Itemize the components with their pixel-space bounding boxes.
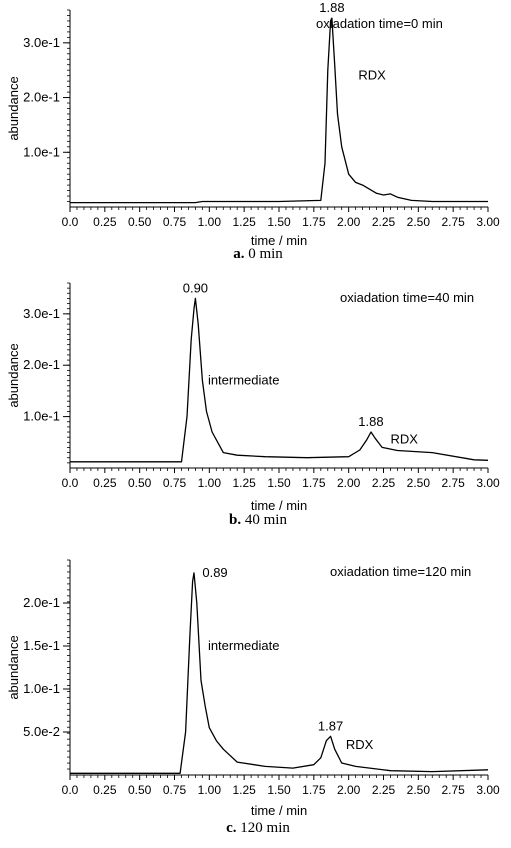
peak-label: RDX: [390, 432, 418, 447]
peak-label: 1.88: [358, 414, 383, 429]
x-tick-label: 1.50: [267, 476, 291, 490]
x-tick-label: 0.75: [163, 783, 187, 797]
x-tick-label: 0.0: [62, 783, 79, 797]
x-tick-label: 1.75: [302, 783, 326, 797]
x-tick-label: 1.25: [232, 783, 256, 797]
x-tick-label: 2.50: [407, 476, 431, 490]
x-tick-label: 0.0: [62, 476, 79, 490]
peak-label: 1.88: [319, 0, 344, 15]
x-tick-label: 2.25: [372, 215, 396, 229]
panel-caption-letter: b.: [229, 512, 245, 528]
chart-panel: 0.0 0.25 0.50 0.75 1.00 1.25 1.50 1.75 2.00 2.25 2…: [6, 280, 500, 528]
y-tick-label: 2.0e-1: [23, 595, 60, 610]
x-axis-label: time / min: [251, 233, 307, 248]
x-tick-label: 0.50: [128, 476, 152, 490]
chart-title: oxiadation time=120 min: [330, 564, 471, 579]
x-tick-label: 1.50: [267, 783, 291, 797]
panel-caption: b. 40 min: [229, 512, 287, 528]
panel-caption-letter: c.: [226, 820, 240, 836]
x-tick-label: 0.25: [93, 476, 117, 490]
peak-label: 0.89: [202, 565, 227, 580]
x-tick-label: 0.75: [163, 215, 187, 229]
panel-caption-text: 0 min: [248, 246, 283, 262]
x-tick-label: 2.00: [337, 476, 361, 490]
x-tick-label: 2.50: [407, 215, 431, 229]
x-tick-label: 1.00: [198, 215, 222, 229]
x-tick-label: 1.00: [198, 476, 222, 490]
panel-caption: a. 0 min: [233, 246, 283, 262]
peak-label: intermediate: [208, 373, 280, 388]
x-tick-label: 2.75: [441, 215, 465, 229]
chart-title: oxiadation time=40 min: [340, 290, 474, 305]
x-tick-label: 1.75: [302, 476, 326, 490]
x-tick-label: 2.00: [337, 215, 361, 229]
x-tick-label: 1.25: [232, 215, 256, 229]
y-tick-label: 1.5e-1: [23, 638, 60, 653]
panel-caption-text: 120 min: [240, 820, 290, 836]
peak-label: intermediate: [208, 638, 280, 653]
y-tick-label: 3.0e-1: [23, 35, 60, 50]
x-tick-label: 3.00: [476, 215, 500, 229]
x-tick-label: 1.50: [267, 215, 291, 229]
chromatogram-trace: [70, 297, 489, 463]
x-axis-label: time / min: [251, 803, 307, 818]
y-tick-label: 5.0e-2: [23, 724, 60, 739]
x-tick-label: 0.50: [128, 783, 152, 797]
peak-label: RDX: [346, 737, 374, 752]
x-tick-label: 0.25: [93, 215, 117, 229]
x-tick-label: 0.25: [93, 783, 117, 797]
chart-panel: 0.0 0.25 0.50 0.75 1.00 1.25 1.50 1.75 2.00 2.25 2…: [6, 559, 500, 836]
y-tick-label: 1.0e-1: [23, 144, 60, 159]
y-tick-label: 2.0e-1: [23, 90, 60, 105]
x-axis-label: time / min: [251, 498, 307, 513]
chromatogram-trace: [70, 17, 488, 204]
y-tick-label: 1.0e-1: [23, 681, 60, 696]
y-tick-label: 1.0e-1: [23, 409, 60, 424]
chart-panel: 0.0 0.25 0.50 0.75 1.00 1.25 1.50 1.75 2.00 2.25 2…: [6, 0, 500, 262]
y-axis-label: abundance: [6, 343, 21, 407]
x-tick-label: 2.00: [337, 783, 361, 797]
panel-caption-text: 40 min: [245, 512, 288, 528]
y-tick-label: 3.0e-1: [23, 306, 60, 321]
chromatogram-trace: [70, 572, 489, 774]
chart-title: oxiadation time=0 min: [316, 16, 443, 31]
x-tick-label: 3.00: [476, 476, 500, 490]
x-tick-label: 1.25: [232, 476, 256, 490]
x-tick-label: 1.00: [198, 783, 222, 797]
x-tick-label: 2.75: [441, 476, 465, 490]
peak-label: RDX: [358, 68, 386, 83]
panel-caption-letter: a.: [233, 246, 248, 262]
x-tick-label: 0.50: [128, 215, 152, 229]
x-tick-label: 1.75: [302, 215, 326, 229]
x-tick-label: 2.25: [372, 476, 396, 490]
y-axis-label: abundance: [6, 76, 21, 140]
x-tick-label: 2.50: [407, 783, 431, 797]
panel-caption: c. 120 min: [226, 820, 290, 836]
x-tick-label: 0.0: [62, 215, 79, 229]
peak-label: 1.87: [318, 718, 343, 733]
x-tick-label: 2.75: [441, 783, 465, 797]
x-tick-label: 2.25: [372, 783, 396, 797]
peak-label: 0.90: [183, 280, 208, 295]
x-tick-label: 3.00: [476, 783, 500, 797]
y-tick-label: 2.0e-1: [23, 357, 60, 372]
x-tick-label: 0.75: [163, 476, 187, 490]
y-axis-label: abundance: [6, 635, 21, 699]
